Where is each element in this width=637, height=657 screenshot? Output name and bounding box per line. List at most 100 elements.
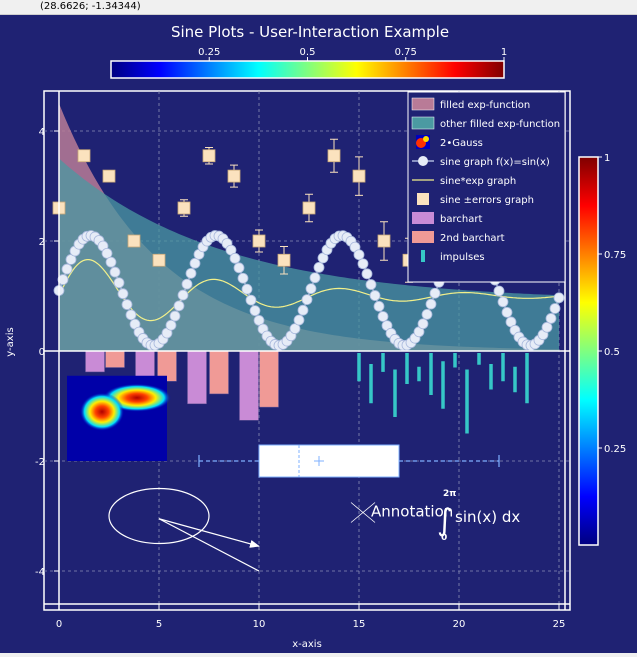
x-tick-label: 25 xyxy=(553,619,566,630)
sine-point xyxy=(189,257,201,269)
sine-point xyxy=(117,288,129,300)
sine-point xyxy=(417,318,429,330)
annotations: Annotation∫ 2π 0 sin(x) dx xyxy=(108,487,520,572)
x-tick-label: 0 xyxy=(56,619,62,630)
legend-label: other filled exp-function xyxy=(440,119,560,130)
legend-label: 2nd barchart xyxy=(440,233,505,244)
error-point xyxy=(352,169,366,183)
sine-point xyxy=(181,278,193,290)
sine-point xyxy=(173,300,185,312)
integral-sign: ∫ xyxy=(437,503,453,538)
sine-point xyxy=(109,266,121,278)
legend-item: sine ±errors graph xyxy=(417,193,534,206)
bar xyxy=(187,350,207,405)
right-colorbar: 0.25 0.5 0.75 1 xyxy=(578,153,626,546)
annotation-arrow xyxy=(158,518,260,548)
sine-point xyxy=(501,306,513,318)
sine-point xyxy=(169,310,181,322)
plot-area[interactable]: Sine Plots - User-Interaction Example 0.… xyxy=(0,15,637,653)
integral-upper: 2π xyxy=(443,489,456,499)
bar xyxy=(239,350,259,421)
sine-point xyxy=(493,285,505,297)
legend-item: impulses xyxy=(421,250,485,263)
sine-point xyxy=(377,311,389,322)
legend-swatch xyxy=(412,231,434,243)
legend-item: filled exp-function xyxy=(411,97,530,111)
bar xyxy=(105,350,125,368)
annotation-line xyxy=(158,518,260,572)
error-point xyxy=(277,253,291,267)
sine-point xyxy=(61,263,73,275)
sine-point xyxy=(545,313,557,324)
legend-item: sine graph f(x)=sin(x) xyxy=(412,156,550,168)
legend-heatmap-spot xyxy=(423,136,429,142)
legend-swatch xyxy=(412,212,434,224)
y-axis-label: y-axis xyxy=(5,327,16,356)
top-colorbar-tick-label: 0.25 xyxy=(198,47,220,58)
sine-point xyxy=(101,247,113,259)
sine-point xyxy=(229,252,241,264)
sine-point xyxy=(125,309,137,321)
sine-point xyxy=(541,321,553,333)
right-colorbar-tick-label: 0.5 xyxy=(604,347,620,358)
error-point xyxy=(377,234,391,248)
x-tick-label: 5 xyxy=(156,619,162,630)
legend-item: 2nd barchart xyxy=(412,231,505,244)
legend-item: sine*exp graph xyxy=(412,176,516,187)
legend-item: other filled exp-function xyxy=(411,116,560,130)
sine-point xyxy=(313,261,325,273)
sine-point xyxy=(365,279,377,290)
sine-point xyxy=(121,299,133,310)
top-colorbar-tick-label: 1 xyxy=(501,47,507,58)
legend-label: sine graph f(x)=sin(x) xyxy=(440,157,550,168)
error-point xyxy=(302,201,316,215)
mouse-coordinates: (28.6626; -1.34344) xyxy=(40,1,141,12)
error-point xyxy=(177,201,191,215)
y-tick-label: 4 xyxy=(39,127,45,138)
top-colorbar-tick-label: 0.75 xyxy=(395,47,417,58)
sine-point xyxy=(293,314,305,326)
legend-swatch xyxy=(411,116,435,130)
sine-point xyxy=(373,300,385,312)
legend-label: 2•Gauss xyxy=(440,138,483,149)
error-point xyxy=(327,149,341,163)
sine-point xyxy=(301,294,313,306)
integral-lower: 0 xyxy=(441,533,447,543)
legend-marker xyxy=(417,193,429,205)
error-point xyxy=(127,234,141,248)
x-tick-label: 20 xyxy=(453,619,466,630)
sine-point xyxy=(429,287,441,299)
sine-point xyxy=(297,304,309,316)
right-colorbar-tick-label: 1 xyxy=(604,153,610,164)
sine-point xyxy=(497,296,509,308)
boxplot xyxy=(198,444,500,478)
sine-plot-chart[interactable]: Sine Plots - User-Interaction Example 0.… xyxy=(0,15,637,653)
legend-impulse xyxy=(421,250,425,262)
gauss-image xyxy=(67,375,171,461)
annotation-text: Annotation xyxy=(371,503,453,521)
sine-point xyxy=(249,305,261,317)
x-axis-label: x-axis xyxy=(292,639,322,650)
y-tick-label: 2 xyxy=(39,237,45,248)
sine-point xyxy=(421,309,433,320)
sine-point xyxy=(289,323,301,335)
sine-point xyxy=(177,289,189,301)
sine-point xyxy=(425,298,437,310)
error-point xyxy=(77,149,91,163)
x-tick-label: 15 xyxy=(353,619,366,630)
sine-point xyxy=(233,262,245,274)
legend: filled exp-function other filled exp-func… xyxy=(407,91,566,283)
sine-point xyxy=(185,267,197,279)
annotation-cross-icon xyxy=(350,502,376,523)
y-tick-label: -4 xyxy=(35,567,45,578)
annotation-ellipse xyxy=(108,487,210,545)
bar xyxy=(259,350,279,408)
sine-point xyxy=(553,292,565,304)
sine-point xyxy=(241,283,253,295)
legend-label: sine*exp graph xyxy=(440,176,516,187)
sine-point xyxy=(549,303,561,314)
error-point xyxy=(102,169,116,183)
sine-point xyxy=(113,277,125,289)
right-colorbar-tick-label: 0.25 xyxy=(604,444,626,455)
legend-label: impulses xyxy=(440,252,485,263)
